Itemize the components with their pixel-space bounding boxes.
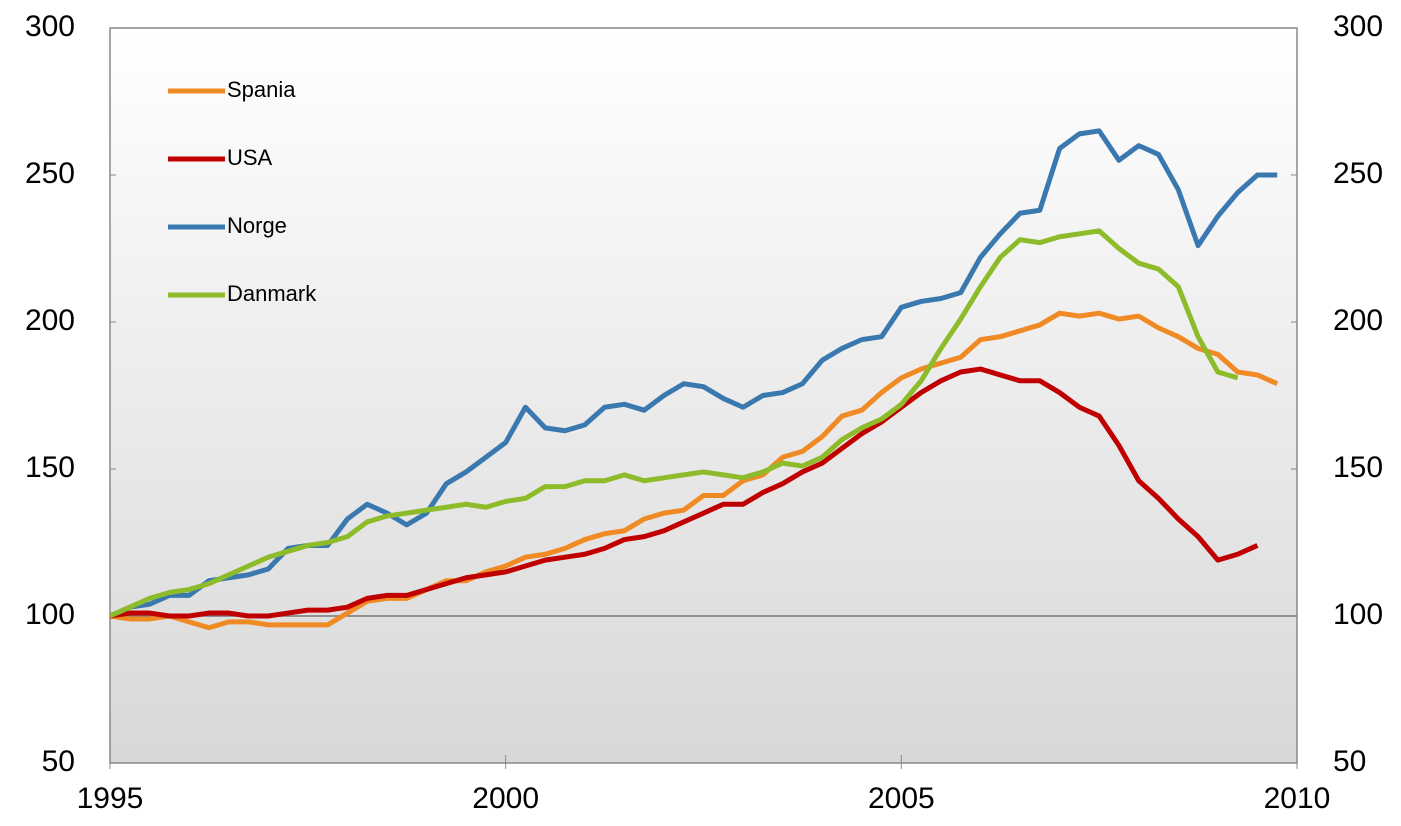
- series-line: [109, 310, 1279, 631]
- legend-label: Spania: [227, 77, 296, 102]
- y-tick-label: 250: [25, 157, 75, 190]
- plot-area: [109, 27, 1298, 764]
- x-tick-label: 2000: [472, 782, 539, 815]
- series-line: [109, 366, 1259, 619]
- x-tick-label: 2010: [1264, 782, 1331, 815]
- y2-tick-label: 150: [1333, 451, 1383, 484]
- y2-tick-label: 200: [1333, 304, 1383, 337]
- legend-label: USA: [227, 145, 273, 170]
- y2-tick-label: 50: [1333, 745, 1366, 778]
- y2-tick-label: 250: [1333, 157, 1383, 190]
- y-tick-label: 200: [25, 304, 75, 337]
- y-tick-label: 150: [25, 451, 75, 484]
- x-tick-label: 1995: [77, 782, 144, 815]
- series-line: [108, 228, 1239, 619]
- legend-label: Danmark: [227, 281, 317, 306]
- y-tick-label: 100: [25, 598, 75, 631]
- y-tick-label: 50: [42, 745, 75, 778]
- y-tick-label: 300: [25, 10, 75, 43]
- x-tick-label: 2005: [868, 782, 935, 815]
- y2-tick-label: 300: [1333, 10, 1383, 43]
- legend-label: Norge: [227, 213, 287, 238]
- y2-tick-label: 100: [1333, 598, 1383, 631]
